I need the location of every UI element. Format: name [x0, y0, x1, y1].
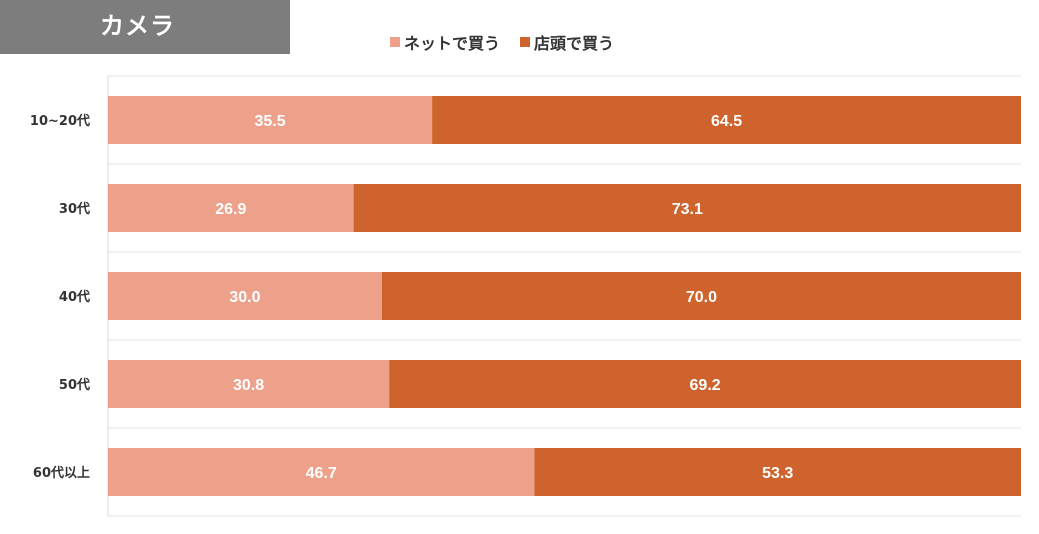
category-tag-label: カメラ	[100, 12, 175, 40]
legend-item-net: ネットで買う	[390, 30, 500, 54]
data-label: 30.0	[229, 289, 260, 306]
category-label: 10~20代	[30, 113, 90, 129]
data-label: 26.9	[215, 201, 246, 218]
data-label: 69.2	[690, 377, 721, 394]
category-label: 30代	[59, 201, 90, 217]
legend-swatch-net	[390, 37, 400, 47]
data-label: 35.5	[254, 113, 285, 130]
bar-segment	[108, 96, 433, 144]
bar-segment	[432, 96, 1021, 144]
bar-segment	[534, 448, 1021, 496]
data-label: 53.3	[762, 465, 793, 482]
legend-swatch-store	[520, 37, 531, 47]
legend-item-store: 店頭で買う	[520, 30, 614, 54]
bar-segment	[108, 448, 535, 496]
bar-segment	[108, 360, 390, 408]
bar-segment	[381, 272, 1021, 320]
category-label: 50代	[59, 377, 90, 393]
legend: ネットで買う 店頭で買う	[390, 30, 614, 54]
legend-label-net: ネットで買う	[404, 34, 501, 53]
legend-label-store: 店頭で買う	[534, 34, 615, 53]
data-label: 64.5	[711, 113, 742, 130]
data-label: 70.0	[686, 289, 717, 306]
data-label: 73.1	[672, 201, 703, 218]
data-label: 46.7	[306, 465, 337, 482]
category-label: 40代	[59, 289, 90, 305]
bar-segment	[108, 272, 382, 320]
category-label: 60代以上	[33, 465, 90, 481]
bar-segment	[108, 184, 354, 232]
category-tag: カメラ	[0, 0, 290, 54]
bar-segment	[353, 184, 1021, 232]
bar-segment	[389, 360, 1022, 408]
data-label: 30.8	[233, 377, 264, 394]
